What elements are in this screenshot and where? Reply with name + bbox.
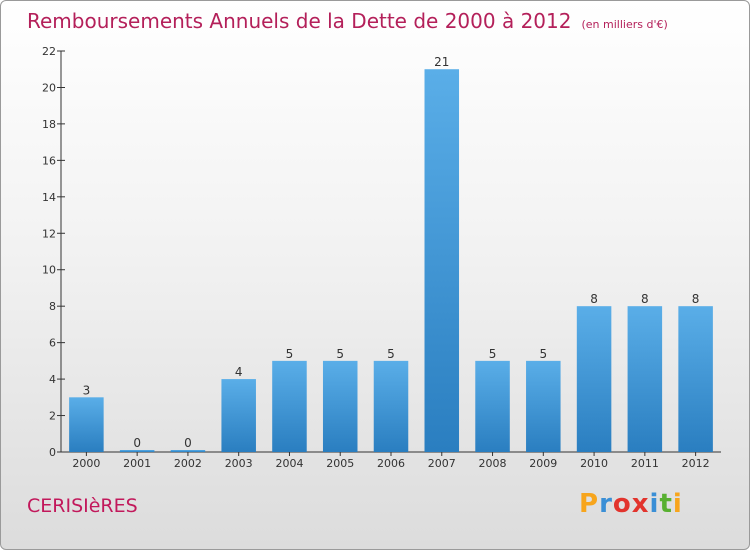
y-tick-label: 10 <box>42 264 56 277</box>
x-tick-label-2002: 2002 <box>174 457 202 470</box>
chart-title-text: Remboursements Annuels de la Dette de 20… <box>27 9 572 33</box>
logo-letter: i <box>672 489 683 519</box>
bar-2005 <box>322 360 358 452</box>
value-label-2012: 8 <box>692 292 700 306</box>
bar-2000 <box>69 397 104 452</box>
proxiti-logo: Proxiti <box>579 489 683 519</box>
y-tick-label: 20 <box>42 81 56 94</box>
y-tick-label: 8 <box>49 300 56 313</box>
bar-2010 <box>576 306 612 452</box>
value-label-2007: 21 <box>434 55 449 69</box>
y-tick-label: 6 <box>49 337 56 350</box>
x-tick-label-2007: 2007 <box>428 457 456 470</box>
bar-2007 <box>424 69 460 453</box>
x-tick-label-2001: 2001 <box>123 457 151 470</box>
y-tick-label: 12 <box>42 227 56 240</box>
value-label-2004: 5 <box>286 347 294 361</box>
value-label-2001: 0 <box>133 436 141 450</box>
value-label-2010: 8 <box>590 292 598 306</box>
y-tick-label: 0 <box>49 446 56 459</box>
x-tick-label-2008: 2008 <box>479 457 507 470</box>
bar-2001 <box>119 450 155 452</box>
logo-letter: o <box>612 489 632 519</box>
x-tick-label-2012: 2012 <box>682 457 710 470</box>
bar-2006 <box>373 360 409 452</box>
x-tick-label-2003: 2003 <box>225 457 253 470</box>
y-tick-label: 18 <box>42 118 56 131</box>
value-label-2002: 0 <box>184 436 192 450</box>
y-tick-label: 4 <box>49 373 56 386</box>
bar-2009 <box>526 360 561 452</box>
value-label-2005: 5 <box>336 347 344 361</box>
value-label-2006: 5 <box>387 347 395 361</box>
bar-2011 <box>627 306 663 452</box>
logo-letter: P <box>579 489 600 519</box>
logo-letter: x <box>631 489 650 519</box>
x-tick-label-2005: 2005 <box>326 457 354 470</box>
chart-bars <box>69 69 713 453</box>
logo-letter: r <box>599 489 613 519</box>
y-tick-label: 2 <box>49 410 56 423</box>
bar-2003 <box>221 379 256 452</box>
chart-subtitle: (en milliers d'€) <box>581 18 668 31</box>
value-label-2003: 4 <box>235 365 243 379</box>
bar-2008 <box>475 360 510 452</box>
y-tick-label: 14 <box>42 191 56 204</box>
bar-2002 <box>170 450 206 452</box>
value-label-2000: 3 <box>83 383 91 397</box>
x-tick-label-2010: 2010 <box>580 457 608 470</box>
x-tick-label-2009: 2009 <box>529 457 557 470</box>
value-label-2008: 5 <box>489 347 497 361</box>
y-tick-label: 16 <box>42 154 56 167</box>
value-label-2009: 5 <box>539 347 547 361</box>
x-tick-label-2000: 2000 <box>72 457 100 470</box>
bar-2012 <box>678 306 713 452</box>
x-tick-label-2006: 2006 <box>377 457 405 470</box>
bar-2004 <box>272 360 307 452</box>
logo-letter: i <box>649 489 660 519</box>
logo-letter: t <box>659 489 673 519</box>
commune-name: CERISIèRES <box>27 495 138 517</box>
chart-title: Remboursements Annuels de la Dette de 20… <box>27 9 668 33</box>
value-label-2011: 8 <box>641 292 649 306</box>
chart-labels: 3 2000 0 2001 0 2002 4 2003 5 2004 5 2005 5 2006 21 200… <box>72 55 709 470</box>
x-tick-label-2011: 2011 <box>631 457 659 470</box>
x-tick-label-2004: 2004 <box>275 457 303 470</box>
y-tick-label: 22 <box>42 45 56 58</box>
